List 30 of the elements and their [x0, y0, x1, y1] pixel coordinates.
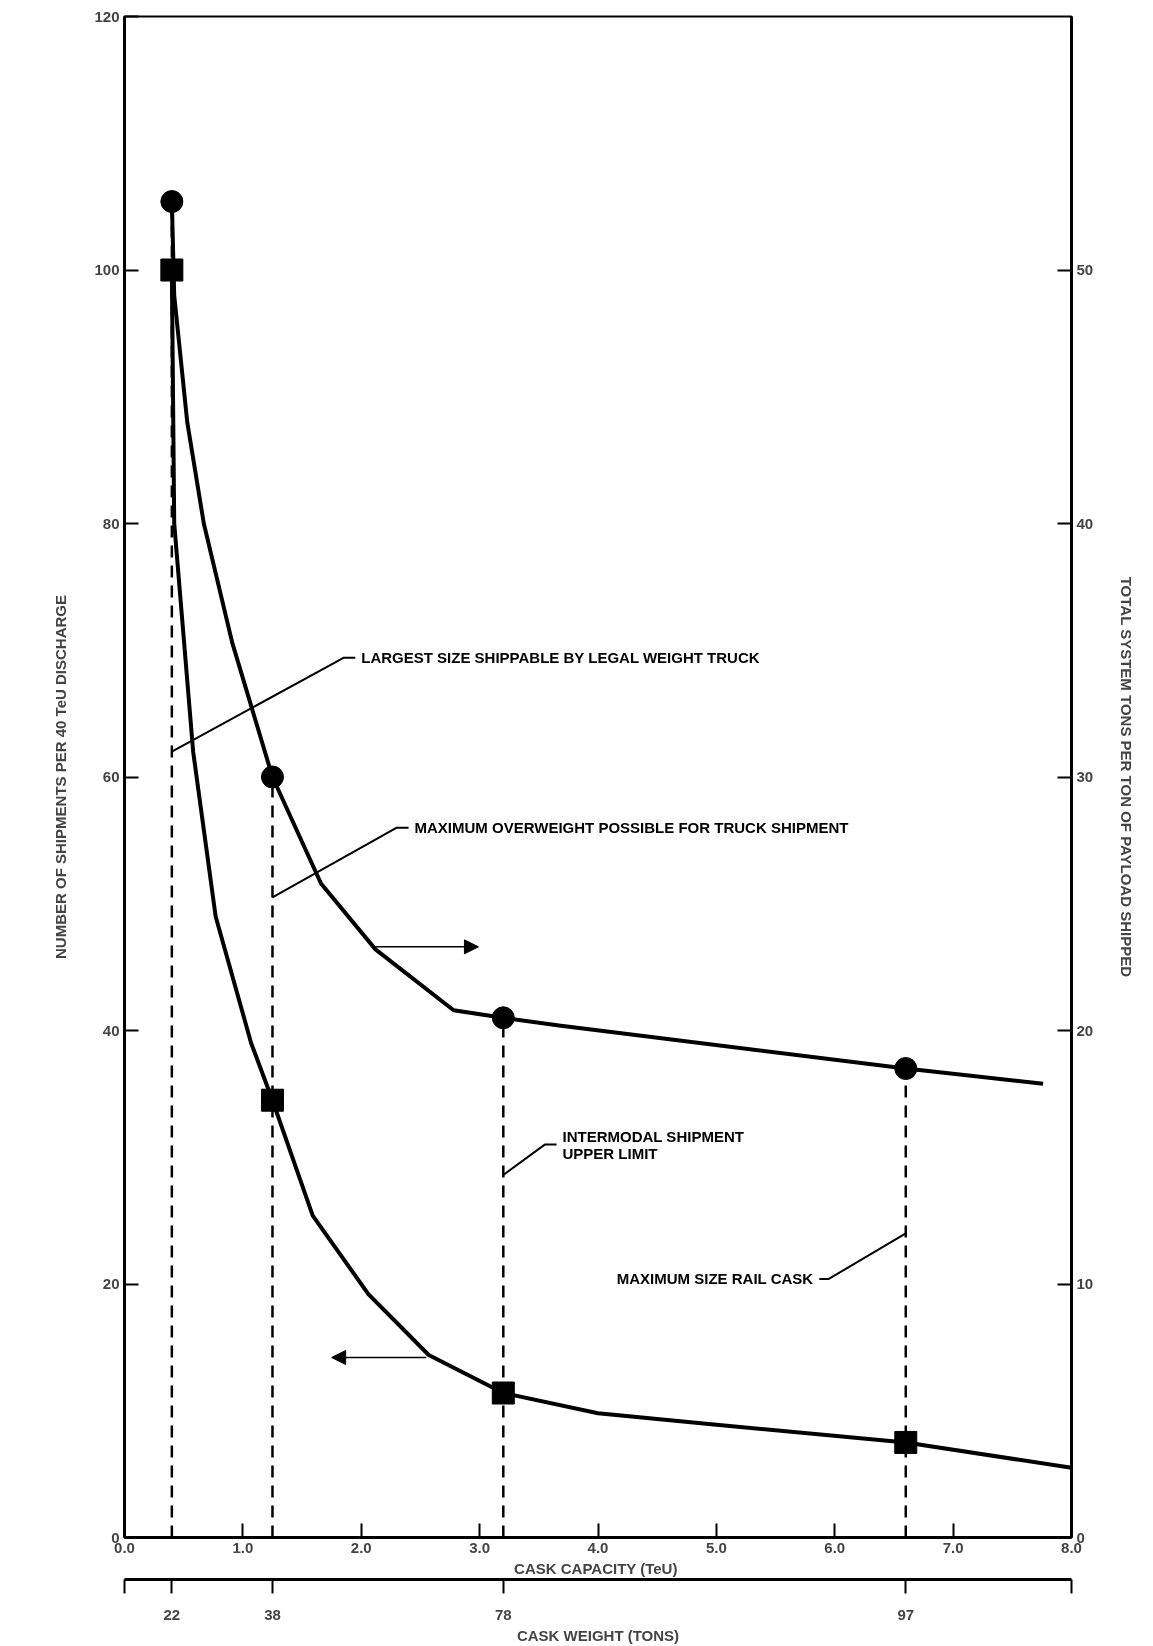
- y2-tick-label: 50: [1076, 261, 1094, 278]
- annotation: 38: [264, 1605, 281, 1623]
- x-axis-title: CASK CAPACITY (TeU): [514, 1559, 678, 1577]
- annotation: 22: [163, 1605, 181, 1623]
- x-tick-label: 1.0: [232, 1538, 254, 1556]
- y-axis-title: NUMBER OF SHIPMENTS PER 40 TeU DISCHARGE: [52, 595, 70, 959]
- y-tick-label: 100: [94, 261, 120, 278]
- x-tick-label: 4.0: [587, 1538, 609, 1556]
- y2-tick-label: 10: [1076, 1275, 1094, 1292]
- y-tick-label: 20: [102, 1275, 120, 1292]
- annotation: 78: [494, 1605, 512, 1623]
- x-tick-label: 7.0: [942, 1538, 964, 1556]
- x-tick-label: 3.0: [469, 1538, 491, 1556]
- text: CASK WEIGHT (TONS): [516, 1626, 680, 1644]
- y-tick-label: 40: [102, 1021, 120, 1039]
- ref-line-label: MAXIMUM SIZE RAIL CASK: [616, 1270, 814, 1288]
- y-tick-label: 120: [94, 7, 120, 25]
- y-tick-label: 60: [102, 768, 120, 785]
- ref-line-label: LARGEST SIZE SHIPPABLE BY LEGAL WEIGHT TRUCK: [361, 649, 760, 667]
- y2-tick-label: 20: [1076, 1021, 1094, 1039]
- x-tick-label: 6.0: [824, 1538, 846, 1556]
- x-tick-label: 2.0: [350, 1538, 372, 1556]
- y2-tick-label: 30: [1076, 768, 1094, 785]
- y2-tick-label: 40: [1076, 514, 1094, 532]
- ref-line-label: INTERMODAL SHIPMENT UPPER LIMIT: [562, 1127, 744, 1162]
- x-tick-label: 5.0: [705, 1538, 727, 1556]
- y-tick-label: 80: [102, 514, 120, 532]
- y2-axis-title: TOTAL SYSTEM TONS PER TON OF PAYLOAD SHIPPED: [1118, 576, 1136, 978]
- ref-line-label: MAXIMUM OVERWEIGHT POSSIBLE FOR TRUCK SHIPMENT: [414, 819, 849, 837]
- annotation: 97: [897, 1605, 915, 1623]
